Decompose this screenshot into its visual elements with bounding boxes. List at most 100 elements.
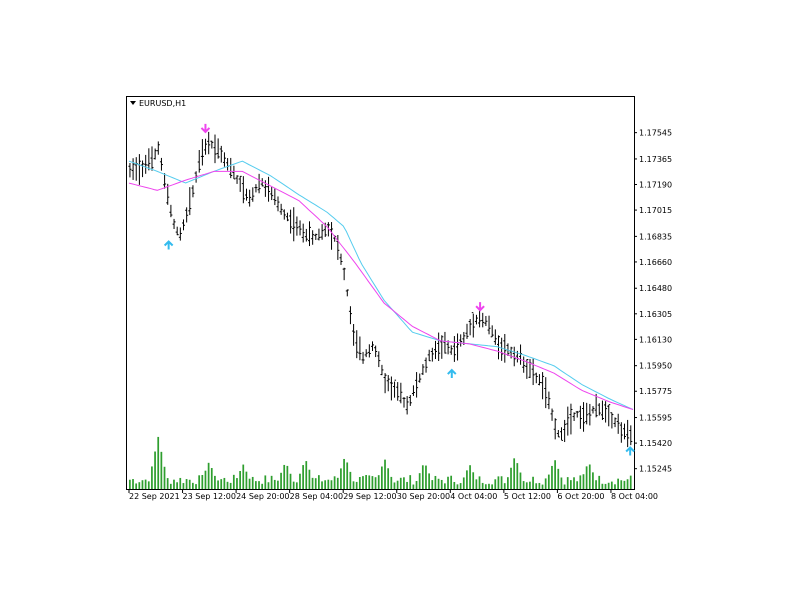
price-bar	[399, 382, 403, 404]
price-bar	[292, 207, 296, 242]
price-bar	[295, 216, 299, 236]
volume-bar	[535, 483, 538, 489]
buy-arrow-icon	[447, 368, 457, 379]
price-bar	[279, 203, 283, 215]
volume-bar	[610, 481, 613, 489]
price-bar	[301, 223, 305, 243]
price-bar	[254, 184, 258, 193]
volume-bar	[598, 475, 601, 489]
price-bar	[147, 148, 151, 171]
price-bar	[500, 337, 504, 361]
price-bar	[541, 372, 545, 400]
volume-bar	[135, 483, 138, 489]
volume-bar	[245, 471, 248, 489]
volume-bar	[330, 480, 333, 489]
sell-arrow-icon	[200, 123, 211, 134]
x-tick-label: 30 Sep 20:00	[397, 492, 450, 501]
price-bar	[575, 410, 579, 418]
volume-bar	[566, 477, 569, 489]
x-tick-label: 28 Sep 04:00	[290, 492, 343, 501]
x-tick-label: 8 Oct 04:00	[611, 492, 658, 501]
volume-bar	[444, 483, 446, 489]
volume-bar	[132, 479, 134, 489]
volume-bar	[384, 459, 386, 489]
price-bar	[402, 397, 406, 408]
volume-bar	[362, 476, 364, 489]
price-bar	[248, 189, 252, 207]
price-bar	[197, 150, 201, 173]
volume-bar	[138, 482, 141, 489]
price-bar	[213, 134, 217, 164]
price-bar	[547, 391, 551, 410]
volume-bar	[387, 468, 390, 489]
price-bar	[185, 207, 189, 223]
price-bar	[629, 425, 633, 446]
volume-bar	[554, 460, 556, 489]
price-bar	[440, 335, 444, 359]
volume-bar	[327, 479, 330, 489]
volume-bar	[204, 470, 207, 489]
price-bar	[200, 139, 204, 166]
x-tick-label: 29 Sep 12:00	[343, 492, 396, 501]
buy-arrow-icon	[625, 446, 635, 456]
price-bar	[207, 131, 211, 155]
volume-bar	[421, 465, 424, 489]
y-tick-label: 1.16480	[639, 284, 672, 293]
price-bar	[358, 336, 362, 361]
volume-bar	[582, 474, 585, 489]
volume-bar	[198, 475, 201, 489]
price-bar	[178, 227, 182, 241]
price-bar	[534, 372, 538, 384]
y-tick-label: 1.17015	[639, 206, 672, 215]
y-tick-label: 1.15775	[639, 387, 672, 396]
price-bar	[588, 403, 592, 426]
volume-bar	[210, 468, 213, 489]
volume-bar	[358, 477, 361, 489]
volume-bar	[607, 482, 610, 489]
price-bar	[257, 173, 261, 194]
price-bar	[405, 396, 409, 415]
price-bar	[604, 401, 608, 423]
volume-bar	[333, 476, 336, 489]
triangle-down-icon[interactable]	[130, 101, 136, 105]
volume-bar	[563, 484, 566, 489]
volume-bar	[488, 483, 490, 489]
price-bar	[437, 332, 441, 361]
volume-bar	[544, 478, 547, 489]
price-bar	[222, 152, 226, 167]
x-tick-label: 23 Sep 12:00	[183, 492, 236, 501]
volume-bar	[585, 466, 588, 489]
y-tick-label: 1.15420	[639, 439, 672, 448]
y-tick-label: 1.16660	[639, 258, 672, 267]
y-tick-label: 1.16305	[639, 310, 672, 319]
price-bar	[484, 315, 488, 327]
volume-bar	[195, 484, 197, 489]
price-bar	[232, 165, 236, 180]
price-bar	[569, 403, 573, 435]
volume-bar	[497, 476, 500, 489]
volume-bar	[289, 473, 292, 489]
volume-bar	[519, 472, 522, 489]
price-bar	[345, 289, 349, 297]
price-bar	[553, 418, 557, 440]
volume-bar	[251, 476, 254, 489]
price-bar	[270, 187, 274, 201]
volume-bar	[459, 483, 462, 489]
volume-bar	[516, 463, 519, 489]
price-bar	[298, 220, 302, 236]
price-bar	[433, 340, 437, 360]
volume-bar	[144, 479, 147, 489]
price-bar	[610, 412, 614, 429]
price-bar	[307, 221, 311, 247]
price-bar	[285, 212, 289, 222]
price-bar	[474, 314, 478, 325]
volume-bar	[314, 478, 317, 489]
price-bar	[430, 347, 434, 362]
volume-bar	[570, 480, 572, 489]
volume-bar	[318, 475, 320, 489]
volume-bar	[377, 475, 380, 489]
price-bar	[415, 372, 419, 398]
volume-bars	[129, 436, 632, 489]
volume-bar	[491, 484, 493, 489]
